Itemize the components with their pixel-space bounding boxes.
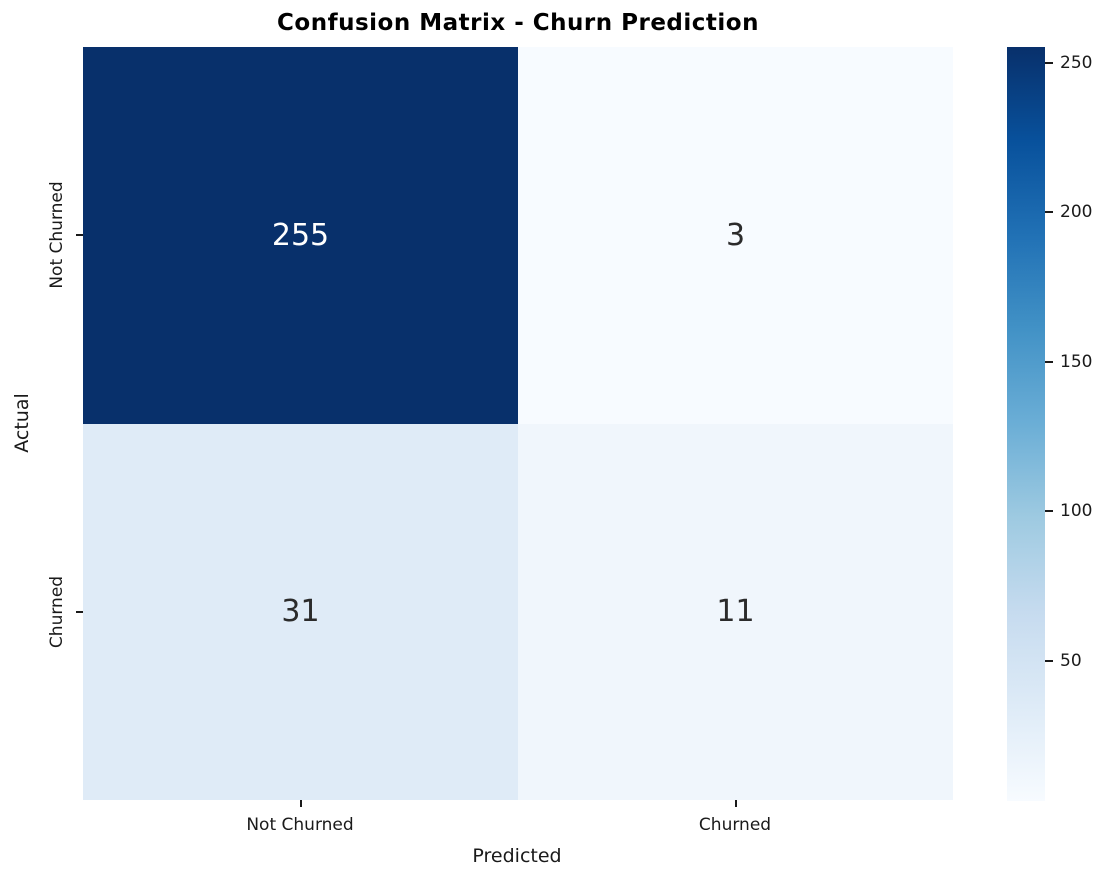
heatmap: 255 3 31 11: [83, 47, 953, 800]
ytick-mark-notchurned: [76, 234, 83, 236]
colorbar-tick-100: [1045, 510, 1053, 512]
heatmap-cell-actual-churned-pred-notchurned: 31: [83, 423, 518, 800]
heatmap-cell-actual-churned-pred-churned: 11: [518, 423, 953, 800]
y-axis-label: Actual: [11, 393, 33, 453]
xtick-label-churned: Churned: [698, 815, 772, 835]
ytick-label-notchurned: Not Churned: [47, 181, 67, 289]
colorbar-tick-50: [1045, 660, 1053, 662]
chart-title: Confusion Matrix - Churn Prediction: [277, 10, 759, 36]
colorbar-tick-label-200: 200: [1060, 202, 1093, 222]
colorbar-tick-150: [1045, 361, 1053, 363]
colorbar-tick-250: [1045, 62, 1053, 64]
xtick-mark-churned: [735, 800, 737, 807]
colorbar-gradient: [1007, 47, 1045, 801]
heatmap-cell-actual-notchurned-pred-notchurned: 255: [83, 47, 518, 424]
ytick-mark-churned: [76, 611, 83, 613]
colorbar-tick-200: [1045, 211, 1053, 213]
colorbar-tick-label-100: 100: [1060, 501, 1093, 521]
xtick-mark-notchurned: [300, 800, 302, 807]
colorbar-tick-label-150: 150: [1060, 352, 1093, 372]
x-axis-label: Predicted: [472, 845, 562, 867]
colorbar-tick-label-50: 50: [1060, 651, 1082, 671]
colorbar-tick-label-250: 250: [1060, 53, 1093, 73]
xtick-label-notchurned: Not Churned: [246, 815, 354, 835]
ytick-label-churned: Churned: [47, 575, 67, 649]
heatmap-cell-actual-notchurned-pred-churned: 3: [518, 47, 953, 424]
